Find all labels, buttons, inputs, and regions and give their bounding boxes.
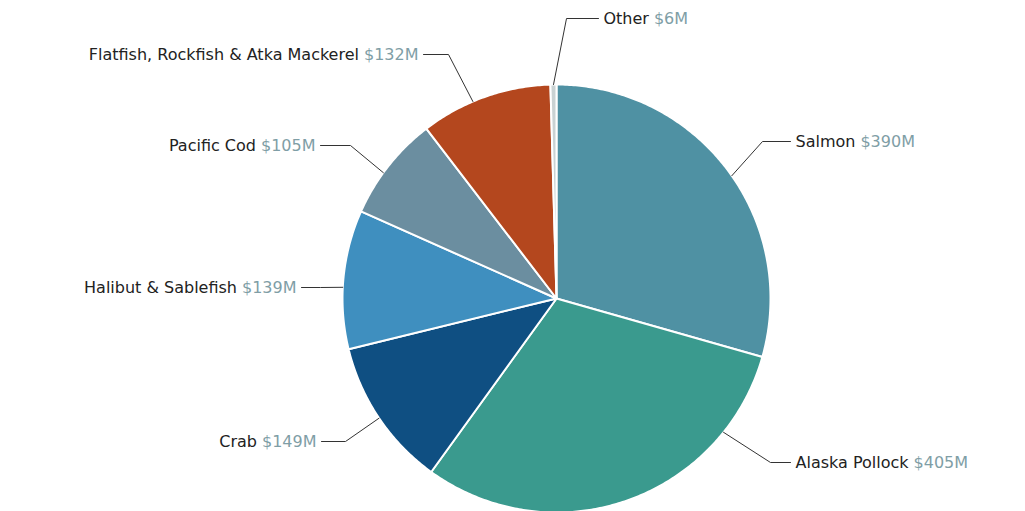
svg-text:Alaska Pollock: Alaska Pollock: [796, 453, 910, 472]
svg-text:Halibut & Sablefish: Halibut & Sablefish: [84, 278, 237, 297]
svg-text:$405M: $405M: [914, 453, 969, 472]
svg-text:$132M: $132M: [364, 45, 419, 64]
svg-text:$390M: $390M: [860, 132, 915, 151]
svg-text:$149M: $149M: [262, 432, 317, 451]
svg-text:$6M: $6M: [654, 9, 688, 28]
svg-text:Flatfish, Rockfish & Atka Mack: Flatfish, Rockfish & Atka Mackerel: [89, 45, 359, 64]
svg-text:$105M: $105M: [261, 136, 316, 155]
svg-text:$139M: $139M: [242, 278, 297, 297]
svg-text:Crab: Crab: [219, 432, 257, 451]
svg-text:Other: Other: [604, 9, 650, 28]
svg-text:Pacific Cod: Pacific Cod: [169, 136, 256, 155]
svg-text:Salmon: Salmon: [796, 132, 856, 151]
